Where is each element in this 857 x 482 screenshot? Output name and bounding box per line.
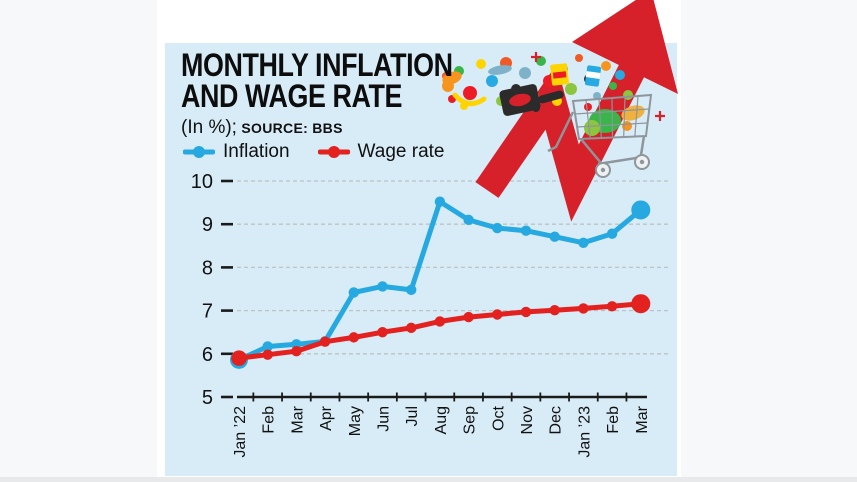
legend-item-inflation: Inflation	[183, 141, 290, 163]
legend-label-inflation: Inflation	[223, 141, 290, 162]
page-title-line1: MONTHLY INFLATION	[181, 47, 453, 83]
bottom-border	[0, 477, 857, 482]
page-title-line2: AND WAGE RATE	[181, 78, 403, 115]
legend-item-wage-rate: Wage rate	[317, 141, 445, 163]
unit-note: (In %);	[181, 117, 237, 138]
legend-label-wage-rate: Wage rate	[357, 141, 445, 162]
wage-rate-line-marker-icon	[317, 146, 350, 158]
inflation-line-marker-icon	[183, 146, 215, 158]
legend: Inflation Wage rate	[183, 141, 445, 163]
title-block: MONTHLY INFLATION AND WAGE RATE	[181, 47, 453, 115]
source-note: SOURCE: BBS	[241, 120, 343, 136]
subtitle: (In %); SOURCE: BBS	[181, 117, 343, 139]
